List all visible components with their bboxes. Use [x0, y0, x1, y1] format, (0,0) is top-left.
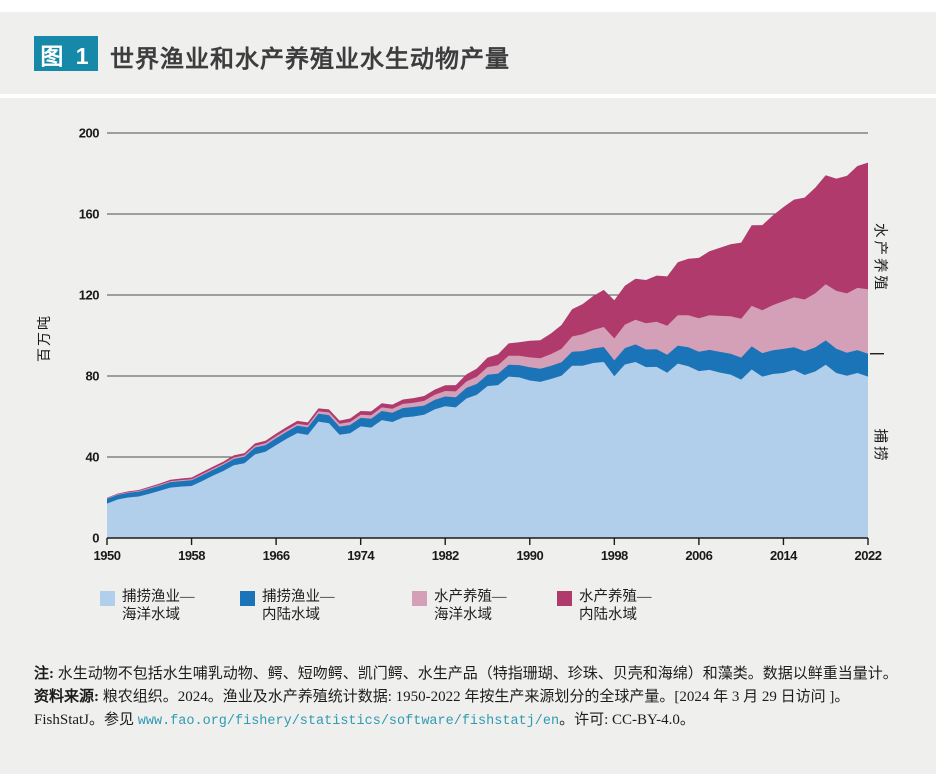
license-text: 。许可: CC-BY-4.0。 [559, 712, 695, 728]
source-label: 资料来源: [34, 689, 99, 705]
source-text: 粮农组织。2024。渔业及水产养殖统计数据: 1950-2022 年按生产来源划… [99, 689, 850, 705]
legend-label-line2: 海洋水域 [122, 607, 180, 623]
legend-swatch-3 [412, 591, 427, 606]
x-tick-label: 2022 [855, 548, 882, 563]
x-tick-label: 1982 [432, 548, 459, 563]
header-band [0, 12, 936, 94]
x-tick-label: 1998 [601, 548, 628, 563]
legend-label-4: 水产养殖— 内陆水域 [579, 588, 652, 624]
legend-label-line1: 捕捞渔业— [262, 589, 335, 605]
x-tick-label: 1974 [347, 548, 375, 563]
x-tick-label: 2006 [685, 548, 712, 563]
legend-label-2: 捕捞渔业— 内陆水域 [262, 588, 335, 624]
legend-item-1: 捕捞渔业— 海洋水域 [100, 588, 195, 624]
legend-swatch-1 [100, 591, 115, 606]
legend-swatch-4 [557, 591, 572, 606]
right-label-aquaculture: 水产养殖 [871, 223, 888, 294]
note-label: 注: [34, 666, 54, 682]
x-tick-label: 2014 [770, 548, 798, 563]
source-text-continued: FishStatJ。参见 [34, 712, 138, 728]
right-label-capture: 捕捞 [871, 428, 888, 464]
footnote: 注: 水生动物不包括水生哺乳动物、鳄、短吻鳄、凯门鳄、水生产品（特指珊瑚、珍珠、… [34, 663, 926, 733]
area-1 [107, 362, 868, 538]
x-tick-label: 1990 [516, 548, 543, 563]
production-stacked-area-chart: 0 40 80 120 160 200 1950 1958 1966 1974 1982 1990 19… [79, 126, 884, 563]
legend-item-4: 水产养殖— 内陆水域 [557, 588, 652, 624]
legend-label-line1: 水产养殖— [434, 589, 507, 605]
x-tick-label: 1958 [178, 548, 205, 563]
legend-item-2: 捕捞渔业— 内陆水域 [240, 588, 335, 624]
figure-title: 世界渔业和水产养殖业水生动物产量 [110, 46, 510, 73]
y-tick-label: 40 [86, 450, 100, 465]
y-tick-label: 160 [79, 207, 99, 222]
legend-label-line1: 捕捞渔业— [122, 589, 195, 605]
legend-label-line2: 海洋水域 [434, 607, 492, 623]
x-tick-label: 1950 [94, 548, 121, 563]
footnote-note-line: 注: 水生动物不包括水生哺乳动物、鳄、短吻鳄、凯门鳄、水生产品（特指珊瑚、珍珠、… [34, 663, 926, 686]
footnote-link-line: FishStatJ。参见 www.fao.org/fishery/statist… [34, 709, 926, 733]
legend-label-3: 水产养殖— 海洋水域 [434, 588, 507, 624]
legend-label-1: 捕捞渔业— 海洋水域 [122, 588, 195, 624]
note-text: 水生动物不包括水生哺乳动物、鳄、短吻鳄、凯门鳄、水生产品（特指珊瑚、珍珠、贝壳和… [54, 666, 898, 682]
y-tick-label: 80 [86, 369, 100, 384]
x-tick-label: 1966 [263, 548, 290, 563]
legend-item-3: 水产养殖— 海洋水域 [412, 588, 507, 624]
fishstatj-link[interactable]: www.fao.org/fishery/statistics/software/… [137, 714, 560, 729]
y-tick-label: 120 [79, 288, 99, 303]
legend-swatch-2 [240, 591, 255, 606]
footnote-source-line: 资料来源: 粮农组织。2024。渔业及水产养殖统计数据: 1950-2022 年… [34, 686, 926, 709]
figure-number-badge: 图 1 [34, 36, 98, 71]
legend-label-line2: 内陆水域 [579, 607, 637, 623]
legend-label-line2: 内陆水域 [262, 607, 320, 623]
legend-label-line1: 水产养殖— [579, 589, 652, 605]
y-tick-label: 0 [92, 531, 99, 546]
y-tick-label: 200 [79, 126, 99, 141]
y-axis-title: 百万吨 [36, 314, 52, 362]
